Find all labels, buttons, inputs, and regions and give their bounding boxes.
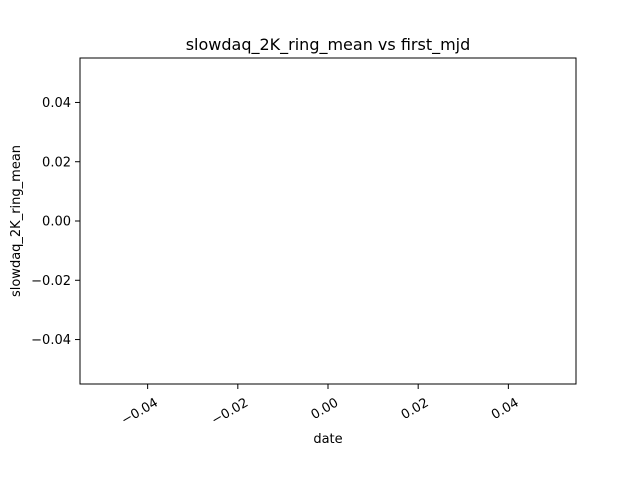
y-axis-label: slowdaq_2K_ring_mean xyxy=(9,145,24,297)
y-tick-label: 0.04 xyxy=(42,96,71,111)
y-tick-label: 0.00 xyxy=(42,215,71,230)
x-axis-label: date xyxy=(313,432,342,447)
y-tick-label: 0.02 xyxy=(42,155,71,170)
plot-area xyxy=(79,57,577,385)
y-tick-label: −0.02 xyxy=(31,274,71,289)
y-axis: 0.04 0.02 0.00 −0.02 −0.04 xyxy=(31,96,80,348)
chart-title: slowdaq_2K_ring_mean vs first_mjd xyxy=(186,35,471,55)
y-tick-label: −0.04 xyxy=(31,333,71,348)
